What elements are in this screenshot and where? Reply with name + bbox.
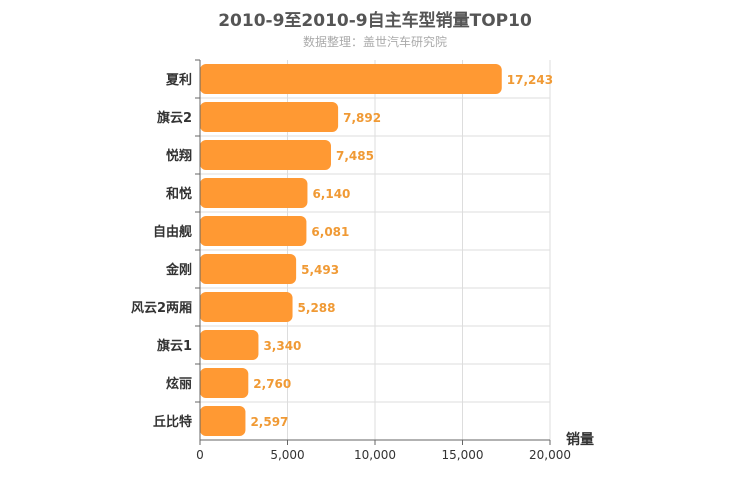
- category-label: 金刚: [165, 262, 192, 278]
- bar: [200, 368, 249, 398]
- bar: [200, 292, 293, 322]
- bar: [200, 102, 339, 132]
- axes: [195, 59, 551, 445]
- x-tick-label: 15,000: [442, 448, 484, 462]
- data-label: 2,597: [250, 415, 288, 429]
- x-tick-label: 10,000: [354, 448, 396, 462]
- bar: [200, 140, 331, 170]
- category-label: 旗云1: [157, 338, 192, 354]
- x-axis-title: 销量: [566, 431, 594, 448]
- bars: [200, 64, 502, 436]
- data-label: 17,243: [507, 73, 553, 87]
- chart-subtitle: 数据整理：盖世汽车研究院: [302, 35, 447, 49]
- category-label: 自由舰: [153, 224, 192, 240]
- bar: [200, 216, 307, 246]
- data-label: 6,081: [311, 225, 349, 239]
- category-label: 和悦: [166, 186, 192, 202]
- bar: [200, 64, 502, 94]
- category-label: 夏利: [165, 72, 192, 88]
- category-label: 丘比特: [153, 414, 192, 430]
- x-tick-label: 0: [196, 448, 204, 462]
- chart-title: 2010-9至2010-9自主车型销量TOP10: [218, 11, 532, 31]
- bar: [200, 178, 308, 208]
- data-label: 5,493: [301, 263, 339, 277]
- category-label: 悦翔: [166, 148, 192, 164]
- category-label: 旗云2: [157, 110, 192, 126]
- bar: [200, 406, 246, 436]
- category-label: 炫丽: [166, 376, 192, 392]
- data-label: 3,340: [263, 339, 301, 353]
- data-label: 7,485: [336, 149, 374, 163]
- labels: 0 5,000 10,000 15,000 20,000 夏利 17,243 旗云2 7,892…: [131, 72, 571, 462]
- bar: [200, 254, 297, 284]
- data-label: 7,892: [343, 111, 381, 125]
- data-label: 5,288: [298, 301, 336, 315]
- data-label: 2,760: [253, 377, 291, 391]
- data-label: 6,140: [312, 187, 350, 201]
- x-tick-label: 20,000: [529, 448, 571, 462]
- x-tick-label: 5,000: [270, 448, 304, 462]
- category-label: 风云2两厢: [131, 301, 192, 316]
- bar: [200, 330, 259, 360]
